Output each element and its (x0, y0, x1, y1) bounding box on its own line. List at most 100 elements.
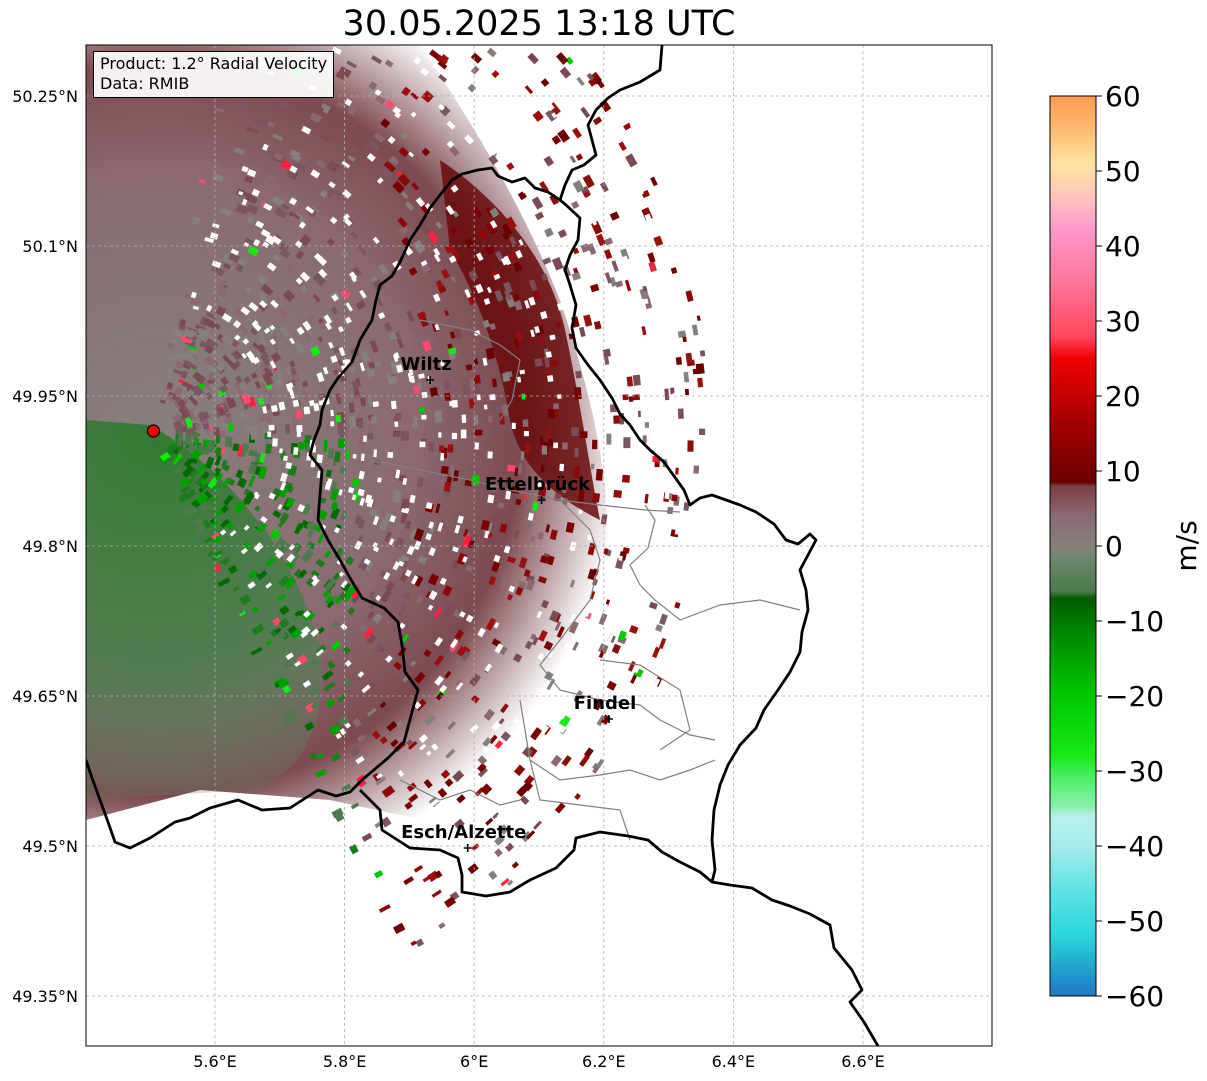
echo-gate (262, 372, 274, 386)
echo-gap (322, 366, 329, 375)
echo-gate (531, 288, 541, 300)
echo-gap (240, 306, 251, 316)
echo-gap (282, 455, 288, 462)
echo-gate (285, 559, 296, 570)
echo-gate (521, 746, 534, 758)
echo-gap (413, 540, 422, 551)
echo-gap (305, 205, 315, 214)
echo-gap (433, 253, 441, 263)
echo-gate (551, 256, 564, 271)
echo-gap (324, 322, 332, 331)
echo-gate (468, 269, 479, 281)
echo-gate (209, 403, 219, 415)
echo-gate (255, 562, 268, 575)
echo-gate (175, 331, 183, 337)
echo-gate (501, 223, 513, 236)
echo-gate (400, 131, 409, 140)
echo-gap (465, 614, 474, 623)
echo-gate (433, 654, 444, 667)
echo-gap (618, 555, 623, 561)
echo-gap (539, 310, 548, 320)
echo-gate (550, 359, 559, 368)
echo-gate (315, 768, 327, 779)
echo-gate (491, 378, 498, 388)
echo-gate (201, 471, 210, 480)
echo-gate (687, 440, 694, 452)
echo-gap (645, 648, 651, 657)
echo-gate (425, 446, 429, 455)
echo-gate (356, 774, 366, 783)
echo-gap (294, 660, 302, 667)
echo-gate (176, 353, 187, 361)
echo-gap (433, 859, 444, 870)
echo-speckles (159, 46, 755, 948)
echo-gap (664, 491, 670, 500)
echo-gate (178, 319, 187, 329)
echo-gate (545, 108, 558, 122)
echo-gate (525, 578, 536, 591)
echo-gate (198, 503, 208, 513)
echo-gate (473, 414, 479, 425)
echo-gate (670, 267, 678, 275)
echo-gate (270, 351, 282, 363)
echo-gate (379, 701, 387, 709)
echo-gap (265, 582, 273, 589)
echo-gate (401, 633, 410, 643)
city-marker (463, 844, 472, 852)
echo-gap (494, 643, 504, 654)
echo-gate (683, 371, 690, 383)
echo-gap (303, 406, 310, 413)
echo-gate (202, 519, 212, 529)
echo-gate (432, 606, 442, 618)
echo-gate (574, 793, 581, 800)
echo-gap (717, 512, 722, 519)
echo-gap (354, 540, 363, 551)
echo-gate (298, 321, 309, 332)
echo-gate (548, 438, 553, 447)
echo-gate (513, 764, 526, 777)
echo-gap (486, 286, 492, 294)
echo-gate (289, 628, 302, 640)
echo-gate (583, 314, 593, 327)
echo-gate (305, 577, 316, 588)
echo-gate (247, 569, 258, 580)
echo-gate (353, 387, 360, 398)
echo-gap (547, 93, 554, 101)
echo-gap (247, 581, 256, 590)
echo-gate (501, 372, 511, 382)
echo-gap (425, 533, 433, 541)
colorbar-tick-label: 40 (1105, 230, 1141, 263)
echo-gate (260, 283, 274, 296)
echo-gate (462, 534, 472, 549)
echo-gate (556, 52, 569, 65)
echo-gate (485, 817, 494, 826)
echo-gate (380, 118, 391, 129)
echo-gate (448, 347, 457, 355)
echo-gate (529, 535, 536, 543)
echo-gate (534, 211, 545, 221)
echo-gate (234, 147, 245, 155)
echo-gate (444, 310, 450, 317)
echo-gate (580, 106, 591, 119)
echo-gate (613, 415, 620, 424)
echo-gate (562, 484, 568, 494)
echo-gate (541, 273, 549, 281)
echo-gap (345, 302, 353, 312)
lon-tick-label: 6°E (460, 1052, 488, 1071)
echo-gate (571, 271, 582, 281)
echo-gate (200, 392, 208, 400)
echo-gate (543, 155, 555, 167)
echo-gate (507, 252, 517, 261)
echo-gap (508, 831, 516, 840)
echo-gate (320, 103, 331, 112)
echo-gate (187, 408, 200, 422)
echo-gate (259, 414, 266, 422)
lon-tick-label: 5.6°E (193, 1052, 237, 1071)
echo-gap (451, 399, 459, 408)
echo-gate (480, 519, 491, 531)
echo-gate (187, 467, 199, 479)
echo-gap (363, 435, 367, 442)
echo-gap (331, 46, 342, 55)
echo-gate (453, 470, 459, 482)
colorbar-ticks: 60 50 40 30 20 10 0 −10 −20 −30 −40 −50 −60 (1096, 80, 1164, 1013)
